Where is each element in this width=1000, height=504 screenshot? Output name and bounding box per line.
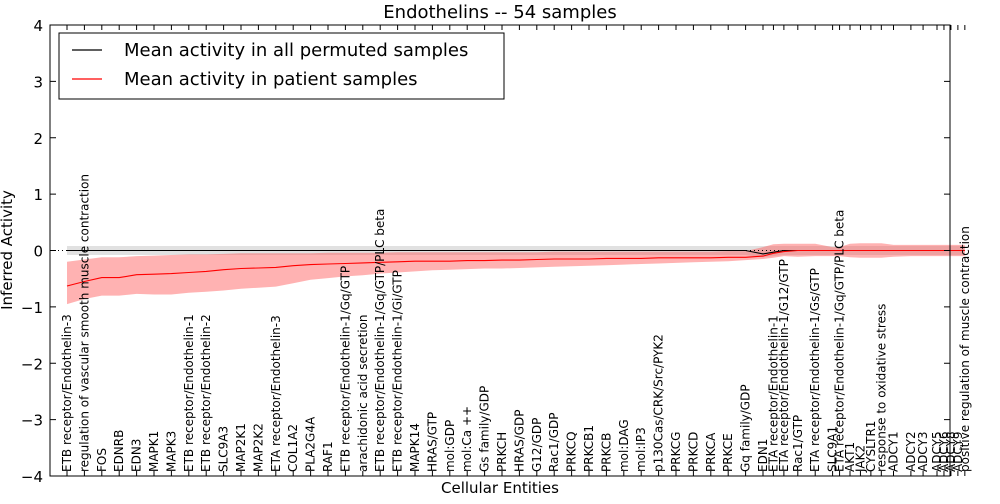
y-axis: 4 3 2 1 0 −1 −2 −3 −4 [21,17,950,486]
x-tick-label: mol:DAG [617,419,631,472]
x-tick-label: ADCY9 [951,431,965,472]
x-tick-label: PRKCD [686,432,700,472]
x-tick-label: ETA receptor/Endothelin-1/Gs/GTP [808,268,822,472]
x-tick-label: PRKCB1 [582,425,596,472]
legend-box [58,32,505,100]
x-tick-label: PRKCA [704,432,718,472]
x-tick-label: PRKCB [599,433,613,472]
x-tick-label: ETA receptor/Endothelin-1/Gq/GTP/PLC bet… [833,210,847,472]
x-tick-label: p130Cas/CRK/Src/PYK2 [652,334,666,472]
x-tick-label: EDN3 [130,439,144,472]
x-tick-label: positive regulation of muscle contractio… [958,226,972,472]
x-tick-label: ETA receptor/Endothelin-1/G12/GTP [777,259,791,472]
x-axis [66,25,966,476]
x-tick-label: ETB receptor/Endothelin-1 [182,314,196,472]
y-tick-label: −3 [21,412,43,430]
x-tick-label: PLA2G4A [304,416,318,472]
x-tick-label: ADCY2 [904,431,918,472]
x-tick-label: Gq family/GDP [739,384,753,472]
x-tick-label: arachidonic acid secretion [356,315,370,472]
y-tick-label: 3 [33,73,43,91]
x-tick-label: SLC9A3 [217,426,231,472]
x-tick-label: AKT1 [843,442,857,472]
x-tick-label: ADCY5 [930,431,944,472]
y-tick-label: −4 [21,468,43,486]
x-tick-label: response to oxidative stress [874,304,888,472]
x-tick-label: SLC9A1 [826,426,840,472]
x-tick-label: Gs family/GDP [478,386,492,472]
x-tick-label: Rac1/GTP [791,415,805,472]
y-axis-label: Inferred Activity [0,190,16,310]
y-tick-label: 2 [33,130,43,148]
y-tick-label: 0 [33,243,43,261]
x-tick-label: CYSLTR1 [864,421,878,472]
x-tick-label: HRAS/GDP [512,409,526,472]
x-tick-label: MAP2K2 [251,423,265,472]
x-tick-label: PRKCH [495,432,509,472]
x-tick-label: mol:Ca ++ [460,406,474,472]
x-tick-label: MAPK1 [147,431,161,472]
x-tick-label: MAPK3 [164,431,178,472]
patient-confidence-band [67,243,965,305]
x-tick-label: MAPK14 [408,423,422,472]
x-tick-label: ETB receptor/Endothelin-1/Gi/GTP [391,270,405,472]
x-tick-label: EDN1 [756,439,770,472]
x-tick-label: FOS [95,448,109,472]
y-tick-label: 4 [33,17,43,35]
chart-title: Endothelins -- 54 samples [383,2,616,23]
series-lines [66,249,965,287]
x-tick-label: PRKCQ [565,431,579,472]
x-tick-label: ADCY1 [887,431,901,472]
x-tick-label: mol:GDP [443,420,457,472]
patient-mean-line [66,249,965,287]
x-tick-label: regulation of vascular smooth muscle con… [77,174,91,472]
x-tick-label: ETB receptor/Endothelin-3 [60,314,74,472]
x-tick-label: PRKCE [721,433,735,472]
x-tick-label: mol:IP3 [634,427,648,472]
x-tick-label: Rac1/GDP [547,413,561,472]
permuted-confidence-band [67,246,965,258]
x-tick-label: G12/GDP [530,418,544,472]
legend: Mean activity in all permuted samples Me… [58,32,505,100]
legend-label-permuted: Mean activity in all permuted samples [124,40,468,61]
x-tick-label: JAK2 [853,445,867,473]
x-tick-label: ETB receptor/Endothelin-1/Gq/GTP [338,266,352,472]
x-tick-label: ETA receptor/Endothelin-1 [766,315,780,472]
x-tick-label: ETA receptor/Endothelin-3 [269,315,283,472]
x-tick-label: RAF1 [321,441,335,472]
x-tick-label: ETB receptor/Endothelin-1/Gq/GTP/PLC bet… [373,209,387,472]
y-tick-label: −1 [21,299,43,317]
x-tick-label: HRAS/GTP [425,412,439,472]
legend-label-patient: Mean activity in patient samples [124,69,418,90]
x-tick-label: PRKCG [669,432,683,472]
x-tick-label: COL1A2 [286,424,300,472]
x-tick-label: ETB receptor/Endothelin-2 [199,314,213,472]
y-tick-label: −2 [21,355,43,373]
x-tick-label: MAP2K1 [234,423,248,472]
x-tick-label: ADCY6 [937,431,951,472]
x-tick-labels: ETB receptor/Endothelin-3 regulation of v… [60,174,972,473]
x-tick-label: ADCY8 [944,431,958,472]
y-tick-label: 1 [33,186,43,204]
x-tick-label: ADCY3 [916,431,930,472]
x-axis-label: Cellular Entities [441,479,559,497]
x-tick-label: EDNRB [112,430,126,472]
confidence-bands [67,243,965,305]
